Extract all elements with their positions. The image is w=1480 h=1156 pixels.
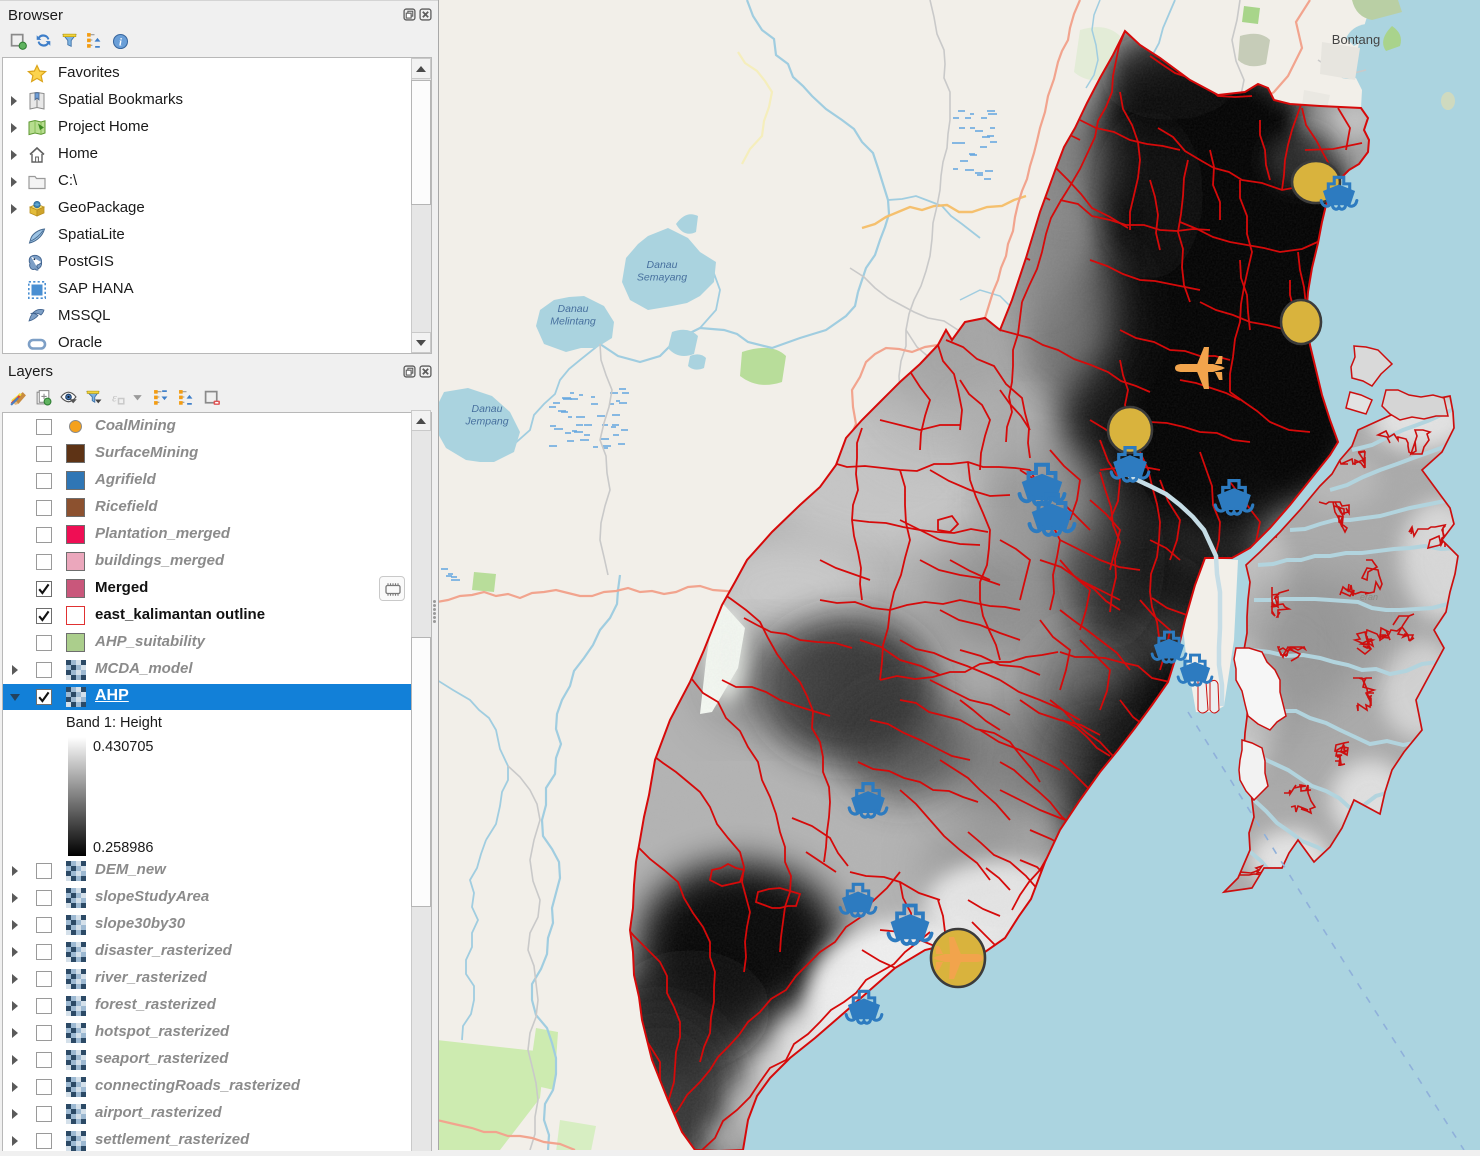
svg-text:eran: eran	[1360, 592, 1378, 602]
svg-text:i: i	[119, 37, 122, 48]
svg-text:ε: ε	[112, 392, 117, 405]
svg-text:Bontang: Bontang	[1332, 32, 1380, 47]
